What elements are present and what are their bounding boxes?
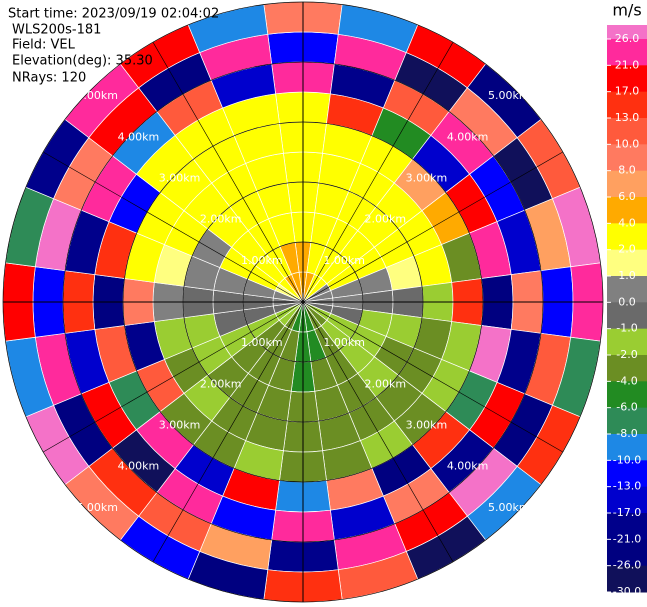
range-ring [122, 121, 484, 483]
colorbar-segment [607, 513, 647, 540]
annotation: Elevation(deg): 35.30 [12, 54, 153, 69]
range-label: 3.00km [406, 418, 448, 431]
range-label: 5.00km [488, 89, 530, 102]
spoke [152, 42, 304, 303]
overlay: 1.00km 1.00km 1.00km 1.00km 2.00km 2.00km 2.00… [2, 1, 604, 603]
colorbar-segment [607, 381, 647, 409]
spoke [302, 301, 563, 453]
colorbar-segment [607, 144, 647, 172]
colorbar-segment [607, 302, 647, 330]
colorbar-segment [607, 460, 647, 488]
colorbar-label: -1.0 [616, 322, 637, 335]
colorbar-label: -10.0 [613, 453, 641, 466]
colorbar-label: -30.0 [613, 585, 641, 598]
colorbar-label: 6.0 [618, 190, 636, 203]
colorbar-label: -6.0 [616, 401, 637, 414]
range-label: 5.00km [488, 501, 530, 514]
colorbar-label: 17.0 [615, 85, 640, 98]
range-label: 4.00km [118, 130, 160, 143]
spoke [152, 301, 304, 562]
ppi-cells [2, 1, 604, 603]
range-label: 1.00km [323, 336, 365, 349]
colorbar-label: -8.0 [616, 427, 637, 440]
colorbar-label: 26.0 [615, 32, 640, 45]
spoke [43, 301, 304, 453]
colorbar-label: -26.0 [613, 559, 641, 572]
spoke [302, 301, 454, 562]
colorbar-segment [607, 328, 647, 356]
annotation: NRays: 120 [12, 71, 86, 86]
colorbar-segment [607, 91, 647, 119]
colorbar-label: 21.0 [615, 58, 640, 71]
spoke [43, 151, 304, 303]
colorbar-label: -17.0 [613, 506, 641, 519]
colorbar-label: -21.0 [613, 532, 641, 545]
colorbar-segment [607, 249, 647, 277]
colorbar-label: -13.0 [613, 480, 641, 493]
colorbar-segment [607, 118, 647, 145]
colorbar-label: 10.0 [615, 137, 640, 150]
colorbar-segment [607, 434, 647, 461]
colorbar-segment [607, 355, 647, 382]
colorbar-segment [607, 65, 647, 93]
colorbar-over [607, 25, 647, 39]
range-label: 5.00km [76, 89, 118, 102]
spoke [302, 151, 563, 303]
range-label: 2.00km [200, 377, 242, 390]
range-label: 4.00km [118, 460, 160, 473]
range-label: 1.00km [241, 254, 283, 267]
colorbar-label: 0.0 [618, 295, 636, 308]
range-label: 5.00km [76, 501, 118, 514]
colorbar-segment [607, 170, 647, 198]
colorbar-label: -4.0 [616, 374, 637, 387]
annotation: Start time: 2023/09/19 02:04:02 [8, 7, 219, 22]
range-label: 2.00km [365, 213, 407, 226]
range-ring [2, 1, 604, 603]
range-ring [62, 61, 544, 543]
range-label: 3.00km [159, 418, 201, 431]
colorbar-label: 2.0 [618, 243, 636, 256]
colorbar-segment [607, 223, 647, 251]
colorbar-segment [607, 197, 647, 224]
annotation: WLS200s-181 [12, 23, 101, 38]
range-label: 4.00km [447, 130, 489, 143]
colorbar-segment [607, 276, 647, 303]
range-ring [242, 241, 364, 363]
colorbar-label: 13.0 [615, 111, 640, 124]
range-label: 1.00km [241, 336, 283, 349]
range-label: 4.00km [447, 460, 489, 473]
colorbar-label: 8.0 [618, 164, 636, 177]
range-label: 3.00km [159, 172, 201, 185]
colorbar-label: 4.0 [618, 216, 636, 229]
range-label: 1.00km [323, 254, 365, 267]
colorbar-segment [607, 539, 647, 567]
colorbar-title: m/s [612, 1, 641, 20]
range-ring [182, 181, 424, 423]
colorbar-label: -2.0 [616, 348, 637, 361]
range-label: 3.00km [406, 172, 448, 185]
range-label: 2.00km [200, 213, 242, 226]
colorbar-segment [607, 39, 647, 66]
colorbar-segment [607, 407, 647, 435]
spoke [302, 42, 454, 303]
colorbar-label: 1.0 [618, 269, 636, 282]
annotation: Field: VEL [12, 38, 76, 53]
range-label: 2.00km [365, 377, 407, 390]
colorbar-segment [607, 486, 647, 514]
colorbar-segment [607, 565, 647, 593]
